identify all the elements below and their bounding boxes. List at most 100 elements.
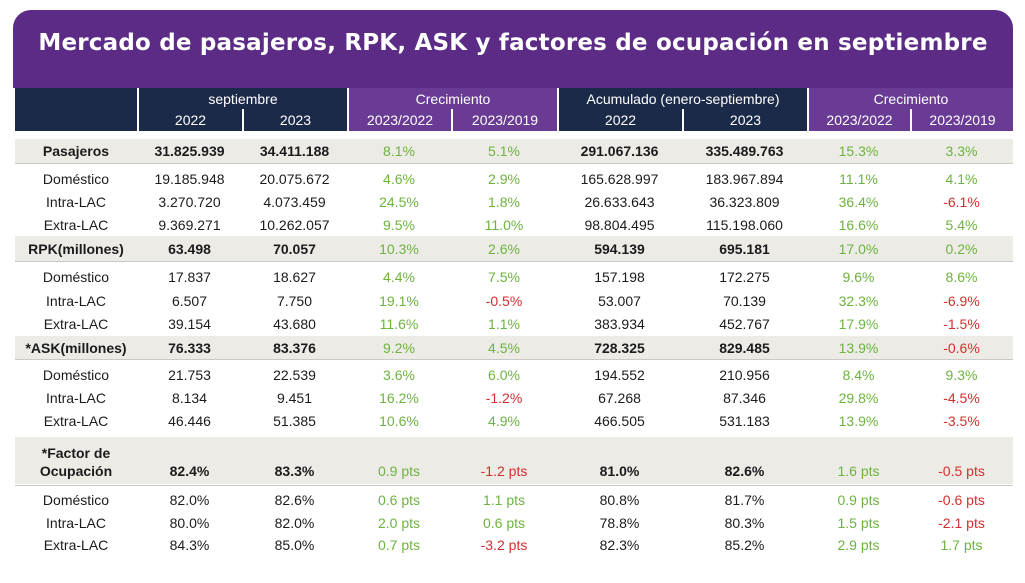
table-cell: 16.2% (379, 389, 419, 406)
table-cell: 78.8% (599, 515, 640, 531)
header-group-crecimiento-acumulado: Crecimiento (807, 88, 1013, 109)
table-cell: 32.3% (838, 292, 879, 309)
header-group-acumulado: Acumulado (enero-septiembre) (557, 88, 807, 109)
table-cell: 2.0 pts (377, 515, 421, 531)
row-label: Doméstico (42, 268, 110, 285)
table-row: Intra-LAC 80.0% 82.0% 2.0 pts 0.6 pts 78.8% 80… (15, 512, 1013, 534)
table-cell: 335.489.763 (705, 143, 784, 159)
table-cell: 85.2% (724, 537, 765, 553)
row-label: Pasajeros (42, 143, 110, 159)
table-cell: 17.837 (168, 268, 211, 285)
table-cell: -1.2 pts (480, 463, 528, 479)
table-cell: 531.183 (719, 412, 770, 429)
table-cell: -1.2% (485, 389, 523, 406)
table-cell: 0.2% (945, 240, 978, 257)
table-cell: 80.0% (169, 515, 210, 531)
table-cell: 0.6 pts (482, 515, 526, 531)
table-cell: 24.5% (379, 193, 419, 210)
table-cell: 4.9% (488, 412, 520, 429)
table-cell: 13.9% (838, 412, 879, 429)
header-label-spacer (15, 109, 137, 131)
table-row: Extra-LAC 9.369.271 10.262.057 9.5% 11.0% 98.… (15, 213, 1013, 236)
table-cell: 1.1 pts (482, 492, 526, 508)
row-label: Intra-LAC (46, 389, 106, 406)
table-cell: 81.7% (724, 492, 765, 508)
table-cell: 3.270.720 (158, 193, 221, 210)
table-cell: 6.507 (171, 292, 208, 309)
table-cell: 70.139 (723, 292, 766, 309)
row-label: Doméstico (42, 170, 110, 187)
table-total-row: *ASK(millones) 76.333 83.376 9.2% 4.5% 728.32… (15, 336, 1013, 359)
table-cell: 8.134 (171, 389, 208, 406)
table-row: Extra-LAC 46.446 51.385 10.6% 4.9% 466.505 531… (15, 409, 1013, 432)
table-cell: 21.753 (168, 366, 211, 383)
table-cell: 80.8% (599, 492, 640, 508)
table-cell: 51.385 (273, 412, 316, 429)
table-cell: 63.498 (168, 240, 211, 257)
table-cell: -0.6% (943, 339, 980, 356)
table-cell: 3.3% (945, 143, 978, 159)
table-total-row: Pasajeros 31.825.939 34.411.188 8.1% 5.1% 291… (15, 139, 1013, 163)
table-cell: 53.007 (598, 292, 641, 309)
table-cell: 22.539 (273, 366, 316, 383)
table-cell: 4.5% (488, 339, 520, 356)
table-cell: 2.9% (488, 170, 520, 187)
table-cell: -1.5% (943, 315, 980, 332)
row-label-line: *Factor de (41, 445, 111, 461)
table-row: Doméstico 19.185.948 20.075.672 4.6% 2.9% 165… (15, 167, 1013, 190)
table-cell: 82.6% (274, 492, 315, 508)
table-cell: 5.1% (488, 143, 520, 159)
row-label: RPK(millones) (28, 240, 124, 257)
table-cell: 31.825.939 (154, 143, 225, 159)
table-cell: 1.5 pts (837, 515, 880, 531)
table-cell: 210.956 (719, 366, 770, 383)
table-cell: 46.446 (168, 412, 211, 429)
table-cell: 10.262.057 (259, 216, 330, 233)
table-cell: 1.6 pts (837, 463, 880, 479)
table-cell: 594.139 (594, 240, 645, 257)
table-cell: 1.8% (488, 193, 520, 210)
table-cell: 82.0% (169, 492, 210, 508)
table-row: Doméstico 82.0% 82.6% 0.6 pts 1.1 pts 80.8% 81… (15, 489, 1013, 511)
table-cell: 10.6% (379, 412, 419, 429)
table-cell: 82.3% (599, 537, 640, 553)
table-cell: 0.9 pts (377, 463, 421, 479)
header-groups-row: septiembre Crecimiento Acumulado (enero-… (15, 88, 1013, 109)
table-row: Intra-LAC 3.270.720 4.073.459 24.5% 1.8% 26.6… (15, 190, 1013, 213)
table-cell: 17.9% (838, 315, 879, 332)
table-cell: 98.804.495 (584, 216, 655, 233)
table-cell: 83.3% (274, 463, 315, 479)
table-cell: 85.0% (274, 537, 315, 553)
table-cell: 18.627 (273, 268, 316, 285)
table-cell: 452.767 (719, 315, 770, 332)
header-label-spacer (15, 88, 137, 109)
table-cell: 67.268 (598, 389, 641, 406)
table-cell: 5.4% (945, 216, 978, 233)
table-cell: 70.057 (273, 240, 316, 257)
table-cell: 695.181 (719, 240, 770, 257)
page-title: Mercado de pasajeros, RPK, ASK y factore… (38, 30, 988, 56)
table-cell: 17.0% (838, 240, 879, 257)
header-col: 2023/2019 (451, 109, 557, 131)
header-col: 2023/2019 (910, 109, 1013, 131)
row-label: Intra-LAC (46, 193, 106, 210)
table-cell: 10.3% (379, 240, 419, 257)
table-cell: 82.4% (169, 463, 210, 479)
table-cell: 9.2% (383, 339, 415, 356)
header-group-crecimiento: Crecimiento (347, 88, 557, 109)
table-cell: 26.633.643 (584, 193, 655, 210)
table-cell: 194.552 (594, 366, 645, 383)
table-cell: -6.1% (943, 193, 980, 210)
table-cell: 172.275 (719, 268, 770, 285)
header-col: 2022 (137, 109, 242, 131)
table-cell: 20.075.672 (259, 170, 330, 187)
table-cell: 9.3% (945, 366, 978, 383)
row-label-line: Ocupación (39, 463, 113, 479)
table-cell: 36.323.809 (709, 193, 780, 210)
table-cell: 11.0% (484, 216, 524, 233)
table-cell: 0.9 pts (837, 492, 880, 508)
table-cell: -0.5% (485, 292, 523, 309)
table-cell: 3.6% (383, 366, 415, 383)
header-group-septiembre: septiembre (137, 88, 347, 109)
row-label: Extra-LAC (43, 537, 109, 553)
